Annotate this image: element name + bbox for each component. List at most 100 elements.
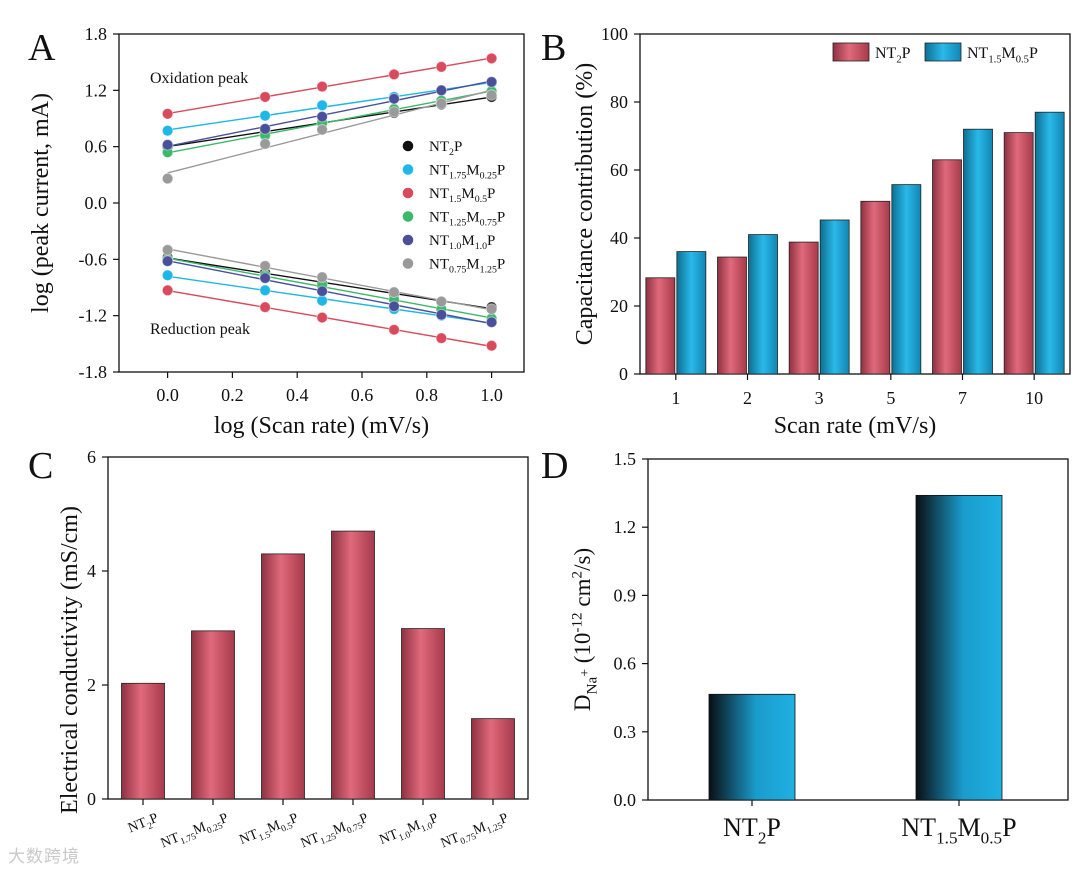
chart-d-ytick-label: 1.2 — [614, 517, 637, 537]
chart-c: C 0 2 4 6 NT2PNT1.75M0.25PNT1.5M0.5PNT1.25M0.… — [28, 445, 529, 853]
chart-a-point-reduction — [388, 286, 400, 298]
chart-a-point-reduction — [388, 323, 400, 336]
chart-a-legend-label: NT1.0M1.0P — [429, 233, 495, 252]
chart-a-point-oxidation — [259, 91, 271, 103]
chart-c-xtick-label: NT1.25M0.75P — [299, 811, 372, 853]
chart-c-xtick-label: NT1.0M1.0P — [377, 811, 441, 850]
chart-a-legend-label: NT1.25M0.75P — [429, 210, 505, 229]
chart-a-ylabel: log (peak current, mA) — [28, 93, 54, 313]
chart-a-point-reduction — [435, 295, 448, 308]
panel-label-b: B — [541, 27, 566, 69]
chart-d-frame — [647, 458, 1069, 801]
chart-d-xtick-label: NT1.5M0.5P — [901, 813, 1016, 847]
chart-a-legend-marker — [402, 258, 414, 269]
chart-a-ytick-label: -0.6 — [79, 249, 108, 269]
chart-a-ytick-label: 0.6 — [85, 137, 108, 157]
chart-a-point-reduction — [161, 269, 174, 282]
chart-a-point-oxidation — [435, 97, 448, 110]
chart-a-point-reduction — [316, 271, 328, 283]
chart-a-point-oxidation — [161, 172, 174, 185]
chart-a-point-oxidation — [316, 123, 328, 136]
chart-a-legend-marker — [402, 211, 414, 222]
chart-c-bar — [331, 530, 375, 800]
chart-b-xlabel: Scan rate (mV/s) — [774, 413, 937, 439]
chart-d-ytick-label: 0.6 — [614, 654, 637, 674]
chart-a-legend-marker — [402, 234, 414, 246]
chart-c-ytick-label: 4 — [87, 561, 96, 581]
chart-a-point-oxidation — [485, 76, 498, 88]
chart-b: B 0 20 40 60 80 100 1 2 3 5 7 10 Scan rate (mV/s) Capa… — [541, 24, 1071, 439]
chart-a-xtick-label: 0.8 — [416, 385, 439, 405]
chart-a-point-reduction — [316, 285, 328, 298]
chart-b-ytick-label: 80 — [610, 92, 628, 112]
chart-b-bar-nt2p — [717, 256, 747, 375]
chart-b-ytick-label: 20 — [610, 296, 628, 316]
chart-a-ytick-label: -1.8 — [79, 362, 108, 382]
chart-c-xtick-label: NT1.5M0.5P — [237, 811, 301, 850]
chart-a-point-reduction — [161, 255, 174, 268]
chart-a-point-oxidation — [388, 106, 400, 118]
chart-b-bar-nt15m05p — [748, 234, 778, 375]
chart-a-point-reduction — [485, 316, 498, 329]
chart-c-frame — [107, 456, 529, 800]
chart-a-point-oxidation — [485, 89, 498, 101]
chart-a-annotation-oxidation: Oxidation peak — [150, 70, 248, 87]
chart-b-xtick-label: 3 — [815, 388, 824, 408]
chart-b-bar-nt2p — [1003, 132, 1034, 375]
chart-a-point-reduction — [259, 260, 271, 272]
chart-c-ytick-label: 0 — [87, 789, 96, 809]
panel-label-d: D — [541, 445, 568, 487]
chart-c-bar — [401, 628, 445, 800]
chart-a-point-reduction — [485, 339, 498, 352]
chart-a-xtick-label: 0.0 — [156, 385, 179, 405]
chart-a-point-oxidation — [316, 80, 328, 93]
chart-a-point-reduction — [259, 272, 271, 284]
chart-a-point-oxidation — [161, 124, 174, 137]
chart-d-ytick-label: 1.5 — [614, 449, 637, 469]
panel-label-a: A — [28, 27, 56, 69]
chart-b-legend-swatch — [832, 42, 870, 62]
chart-a-point-reduction — [161, 284, 174, 297]
chart-a-point-oxidation — [259, 123, 271, 135]
chart-b-xtick-label: 2 — [743, 388, 752, 408]
chart-c-ytick-label: 6 — [87, 447, 96, 467]
chart-a-point-reduction — [259, 284, 271, 297]
chart-c-bar — [121, 682, 165, 800]
chart-a-point-reduction — [485, 303, 498, 315]
chart-a-legend-label: NT1.75M0.25P — [429, 163, 505, 182]
chart-a-legend-marker — [402, 187, 414, 199]
chart-d-ytick-label: 0.9 — [614, 585, 637, 605]
chart-a-legend-label: NT0.75M1.25P — [429, 257, 505, 276]
chart-b-ytick-label: 0 — [619, 364, 628, 384]
chart-a-point-oxidation — [259, 109, 271, 122]
chart-a-ytick-label: 1.8 — [85, 24, 108, 44]
chart-a-legend-label: NT1.5M0.5P — [429, 186, 495, 205]
chart-d-ytick-label: 0.0 — [614, 790, 637, 810]
chart-a-point-reduction — [388, 300, 400, 313]
chart-a: A 0.0 0.2 0.4 0.6 0.8 1.0 -1.8 -1.2 -0.6 0.0 0.6 1.2… — [28, 24, 525, 439]
chart-a-xtick-label: 0.4 — [286, 385, 309, 405]
chart-a-point-reduction — [435, 308, 448, 321]
chart-d: D 0.0 0.3 0.6 0.9 1.2 1.5 NT2P NT1.5M0.5P DNa+ (1… — [541, 445, 1069, 847]
chart-b-xtick-label: 10 — [1025, 388, 1043, 408]
chart-a-point-oxidation — [388, 92, 400, 105]
chart-a-point-oxidation — [161, 138, 174, 151]
chart-c-xtick-label: NT0.75M1.25P — [439, 811, 512, 853]
chart-b-xtick-label: 1 — [671, 388, 680, 408]
chart-a-xlabel: log (Scan rate) (mV/s) — [214, 413, 429, 439]
chart-d-bar — [915, 494, 1003, 801]
chart-a-point-oxidation — [388, 68, 400, 81]
chart-d-ylabel: DNa+ (10-12 cm2/s) — [568, 548, 600, 711]
chart-a-point-oxidation — [435, 84, 448, 97]
chart-c-bar — [261, 553, 305, 800]
chart-c-ylabel: Electrical conductivity (mS/cm) — [57, 506, 83, 814]
chart-c-ytick-label: 2 — [87, 675, 96, 695]
chart-b-ylabel: Capacitance contribution (%) — [572, 63, 598, 346]
chart-a-legend-marker — [402, 164, 414, 175]
chart-b-bar-nt15m05p — [963, 128, 993, 375]
chart-c-bar — [191, 630, 235, 800]
chart-b-frame — [639, 33, 1071, 375]
chart-c-xtick-label: NT2P — [126, 811, 161, 838]
chart-b-bar-nt2p — [932, 159, 962, 375]
